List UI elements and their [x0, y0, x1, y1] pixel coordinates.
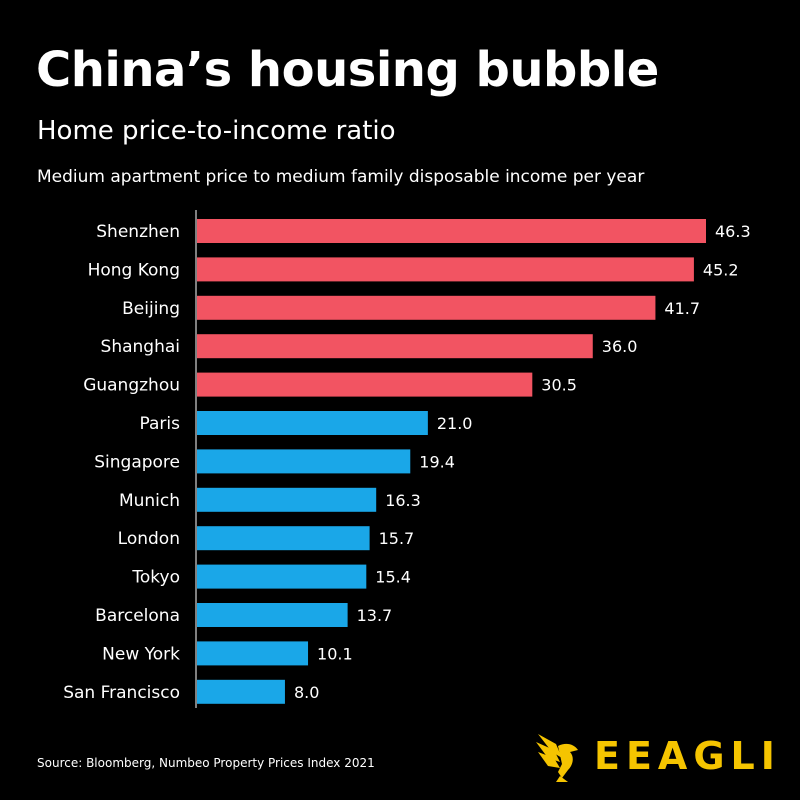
bar-barcelona	[197, 603, 348, 627]
value-label: 46.3	[715, 222, 751, 241]
bar-hong-kong	[197, 257, 694, 282]
value-label: 21.0	[437, 414, 473, 433]
category-label: New York	[102, 644, 180, 664]
value-label: 19.4	[419, 452, 455, 471]
category-label: Shenzhen	[96, 222, 180, 242]
brand-logo: EEAGLI	[534, 728, 781, 784]
bar-london	[197, 526, 370, 551]
category-label: Munich	[119, 491, 180, 511]
bar-shenzhen	[197, 219, 706, 243]
category-label: Guangzhou	[83, 376, 180, 396]
chart-subtitle: Home price-to-income ratio	[37, 116, 396, 146]
value-label: 36.0	[602, 337, 638, 356]
bar-shanghai	[197, 334, 593, 359]
value-label: 10.1	[317, 644, 353, 663]
value-label: 8.0	[294, 683, 319, 702]
category-label: Singapore	[94, 452, 180, 472]
bar-tokyo	[197, 564, 367, 589]
bar-new-york	[197, 641, 309, 666]
source-note: Source: Bloomberg, Numbeo Property Price…	[37, 756, 375, 770]
category-label: Paris	[140, 414, 181, 434]
bar-beijing	[197, 295, 656, 320]
category-label: Beijing	[122, 299, 180, 319]
chart-description: Medium apartment price to medium family …	[37, 167, 645, 187]
bar-paris	[197, 411, 428, 435]
value-label: 13.7	[357, 606, 393, 625]
value-label: 15.4	[375, 568, 411, 587]
bar-guangzhou	[197, 372, 533, 397]
value-label: 45.2	[703, 260, 739, 279]
bar-munich	[197, 487, 377, 512]
eagle-icon	[536, 734, 578, 782]
category-label: Barcelona	[95, 606, 180, 626]
category-label: Shanghai	[101, 337, 180, 357]
category-label: San Francisco	[63, 683, 180, 703]
brand-name: EEAGLI	[594, 734, 781, 778]
value-label: 30.5	[541, 376, 577, 395]
value-label: 16.3	[385, 491, 421, 510]
chart-title: China’s housing bubble	[36, 42, 659, 98]
value-label: 15.7	[379, 529, 415, 548]
category-label: Hong Kong	[88, 260, 180, 280]
category-label: London	[118, 529, 180, 549]
value-label: 41.7	[664, 299, 700, 318]
category-label: Tokyo	[131, 568, 180, 588]
bar-singapore	[197, 449, 411, 474]
bar-san-francisco	[197, 679, 285, 704]
